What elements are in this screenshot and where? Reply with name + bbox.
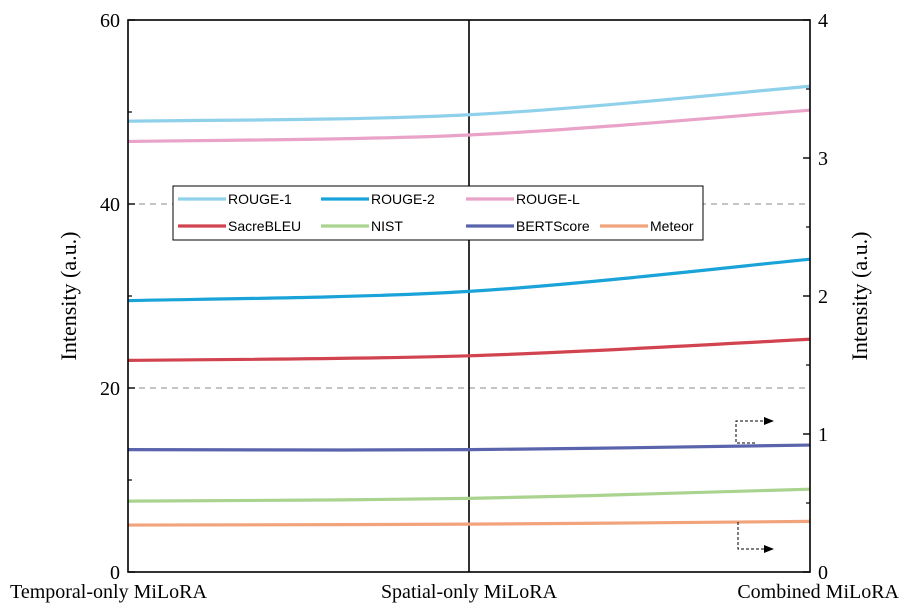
- x-tick-label-temporal-only-milora: Temporal-only MiLoRA: [10, 581, 207, 603]
- x-tick-label-combined-milora: Combined MiLoRA: [737, 581, 899, 603]
- y-right-tick-label: 0: [818, 562, 828, 584]
- series-line-bertscore: [127, 443, 811, 452]
- series-line-nist: [127, 487, 811, 503]
- y-right-tick-label: 4: [818, 10, 828, 32]
- legend-box: [172, 185, 704, 241]
- y-right-tick-label: 2: [818, 286, 828, 308]
- legend-label-nist: NIST: [371, 218, 403, 234]
- series-line-rouge-l: [127, 108, 811, 144]
- series-lines: [127, 84, 811, 527]
- y-right-tick-label: 3: [818, 148, 828, 170]
- y-right-axis-title: Intensity (a.u.): [847, 232, 872, 361]
- legend-label-meteor: Meteor: [650, 218, 694, 234]
- right-axis-arrow-upper: [735, 417, 774, 444]
- y-left-tick-label: 20: [100, 378, 120, 400]
- series-line-meteor: [127, 519, 811, 527]
- y-left-tick-label: 60: [100, 10, 120, 32]
- y-right-tick-label: 1: [818, 424, 828, 446]
- series-line-rouge-1: [127, 84, 811, 123]
- series-line-rouge-2: [127, 257, 811, 303]
- series-line-sacrebleu: [127, 337, 811, 362]
- y-left-tick-label: 0: [110, 562, 120, 584]
- legend: ROUGE-1 ROUGE-2 ROUGE-L SacreBLEU NIST BERTSc…: [172, 185, 704, 241]
- right-axis-arrow-lower: [737, 522, 774, 553]
- legend-label-rouge-1: ROUGE-1: [228, 191, 292, 207]
- legend-label-sacrebleu: SacreBLEU: [228, 218, 301, 234]
- axes: 0 20 40 60 0 1 2 3 4 Temporal-only MiLoRA Spatial-…: [10, 10, 900, 603]
- legend-label-bertscore: BERTScore: [516, 218, 590, 234]
- legend-label-rouge-l: ROUGE-L: [516, 191, 580, 207]
- y-left-tick-label: 40: [100, 194, 120, 216]
- x-tick-label-spatial-only-milora: Spatial-only MiLoRA: [381, 581, 558, 603]
- legend-label-rouge-2: ROUGE-2: [371, 191, 435, 207]
- y-left-axis-title: Intensity (a.u.): [56, 232, 81, 361]
